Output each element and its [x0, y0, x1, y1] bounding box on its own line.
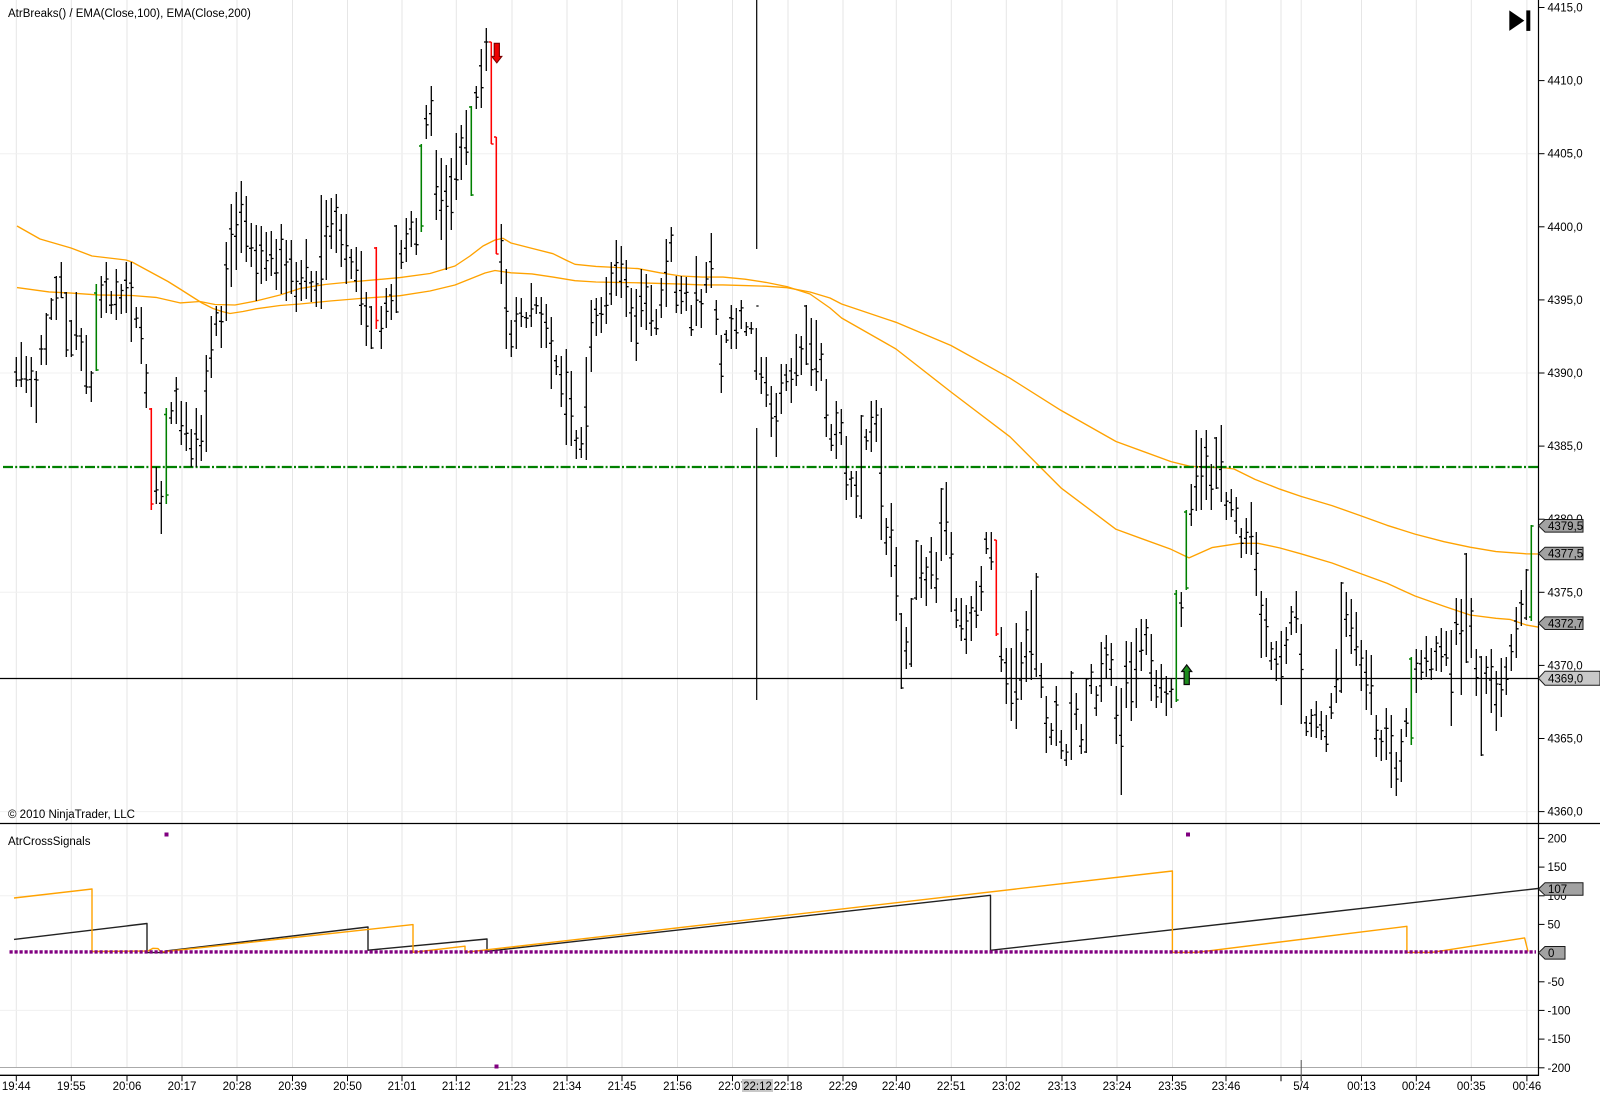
- svg-text:23:24: 23:24: [1103, 1081, 1132, 1093]
- svg-text:19:55: 19:55: [57, 1081, 86, 1093]
- svg-text:4385,0: 4385,0: [1548, 441, 1583, 453]
- svg-text:AtrCrossSignals: AtrCrossSignals: [8, 836, 91, 848]
- svg-text:21:23: 21:23: [498, 1081, 527, 1093]
- svg-text:23:35: 23:35: [1158, 1081, 1187, 1093]
- svg-text:22:12: 22:12: [743, 1081, 772, 1093]
- svg-text:AtrBreaks() / EMA(Close,100),: AtrBreaks() / EMA(Close,100), EMA(Close,…: [8, 8, 251, 20]
- svg-text:23:02: 23:02: [992, 1081, 1021, 1093]
- svg-text:21:34: 21:34: [553, 1081, 582, 1093]
- svg-text:00:35: 00:35: [1457, 1081, 1486, 1093]
- svg-text:50: 50: [1548, 919, 1561, 931]
- svg-text:23:13: 23:13: [1048, 1081, 1077, 1093]
- svg-text:0: 0: [1548, 948, 1554, 960]
- svg-text:00:24: 00:24: [1402, 1081, 1431, 1093]
- svg-text:00:13: 00:13: [1347, 1081, 1376, 1093]
- svg-text:107: 107: [1548, 884, 1567, 896]
- svg-text:4360,0: 4360,0: [1548, 807, 1583, 819]
- svg-text:-150: -150: [1548, 1034, 1571, 1046]
- svg-text:5/4: 5/4: [1293, 1081, 1310, 1093]
- svg-text:-100: -100: [1548, 1005, 1571, 1017]
- svg-text:4395,0: 4395,0: [1548, 295, 1583, 307]
- svg-text:4390,0: 4390,0: [1548, 368, 1583, 380]
- svg-text:4379,5: 4379,5: [1548, 521, 1583, 533]
- svg-text:22:07: 22:07: [718, 1081, 747, 1093]
- svg-text:22:29: 22:29: [829, 1081, 858, 1093]
- svg-text:22:51: 22:51: [937, 1081, 966, 1093]
- svg-text:4375,0: 4375,0: [1548, 587, 1583, 599]
- svg-text:22:18: 22:18: [774, 1081, 803, 1093]
- svg-text:21:45: 21:45: [608, 1081, 637, 1093]
- svg-text:4400,0: 4400,0: [1548, 222, 1583, 234]
- svg-text:4372,7: 4372,7: [1548, 618, 1583, 630]
- svg-text:4377,5: 4377,5: [1548, 549, 1583, 561]
- svg-text:© 2010 NinjaTrader, LLC: © 2010 NinjaTrader, LLC: [8, 809, 135, 821]
- svg-text:4405,0: 4405,0: [1548, 149, 1583, 161]
- svg-text:20:39: 20:39: [278, 1081, 307, 1093]
- svg-text:4365,0: 4365,0: [1548, 734, 1583, 746]
- svg-text:20:28: 20:28: [223, 1081, 252, 1093]
- svg-text:-50: -50: [1548, 977, 1565, 989]
- svg-text:21:12: 21:12: [442, 1081, 471, 1093]
- svg-text:20:06: 20:06: [113, 1081, 142, 1093]
- svg-text:21:01: 21:01: [388, 1081, 417, 1093]
- svg-text:4370,0: 4370,0: [1548, 660, 1583, 672]
- svg-text:150: 150: [1548, 862, 1567, 874]
- svg-text:21:56: 21:56: [663, 1081, 692, 1093]
- svg-text:00:46: 00:46: [1513, 1081, 1542, 1093]
- svg-text:19:44: 19:44: [2, 1081, 31, 1093]
- svg-text:23:46: 23:46: [1212, 1081, 1241, 1093]
- svg-text:22:40: 22:40: [882, 1081, 911, 1093]
- svg-text:200: 200: [1548, 833, 1567, 845]
- svg-text:-200: -200: [1548, 1063, 1571, 1075]
- svg-text:20:17: 20:17: [168, 1081, 197, 1093]
- svg-text:4410,0: 4410,0: [1548, 76, 1583, 88]
- svg-text:4369,0: 4369,0: [1548, 673, 1583, 685]
- svg-text:20:50: 20:50: [333, 1081, 362, 1093]
- svg-text:4415,0: 4415,0: [1548, 3, 1583, 15]
